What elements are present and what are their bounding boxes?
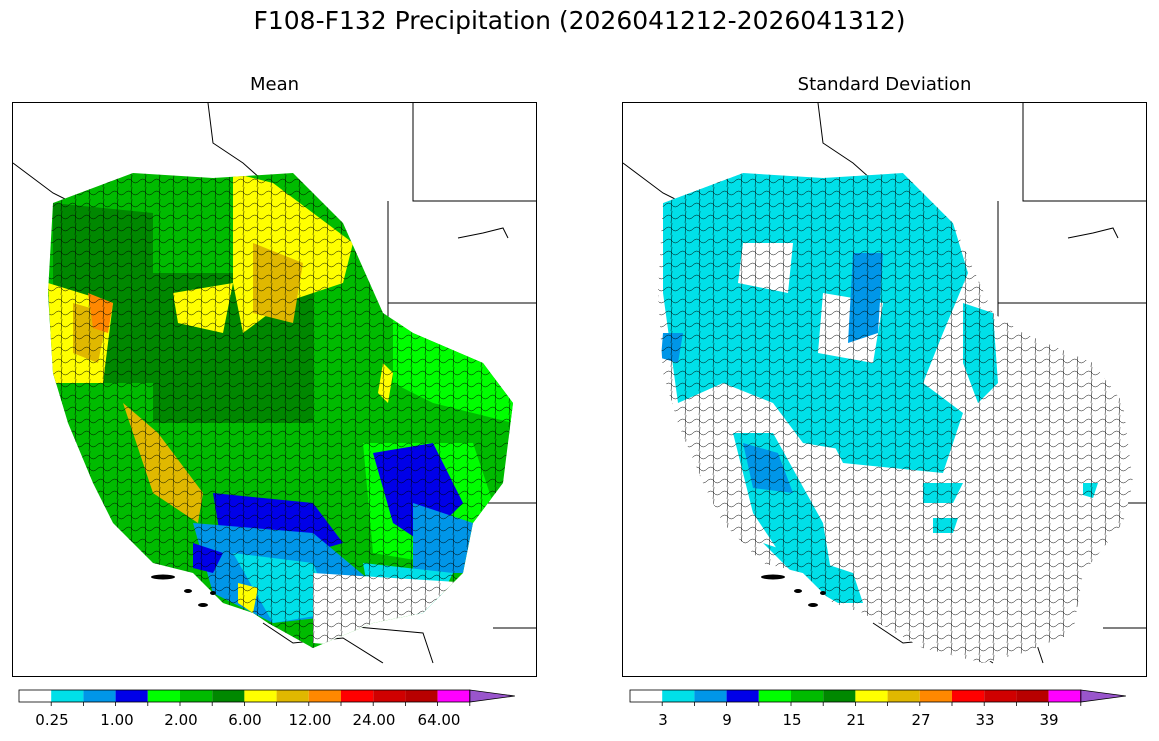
- mean-map: [12, 102, 537, 677]
- mean-colorbar-swatch: [115, 690, 148, 702]
- mean-tick-label: 64.00: [417, 711, 461, 729]
- stddev-colorbar-swatch: [630, 690, 663, 702]
- mean-colorbar-swatch: [147, 690, 180, 702]
- stddev-colorbar: [629, 689, 1140, 706]
- stddev-tick-label: 15: [782, 711, 802, 729]
- stddev-colorbar-swatch: [662, 690, 695, 702]
- mean-colorbar-extend-arrow: [469, 689, 515, 703]
- stddev-tick-label: 39: [1039, 711, 1059, 729]
- mean-tick-label: 0.25: [35, 711, 69, 729]
- stddev-colorbar-extend-arrow: [1080, 689, 1126, 703]
- stddev-colorbar-swatch: [952, 690, 985, 702]
- mean-tick-label: 1.00: [100, 711, 134, 729]
- figure-title: F108-F132 Precipitation (2026041212-2026…: [253, 6, 906, 35]
- mean-colorbar-swatch: [341, 690, 374, 702]
- mean-colorbar: [18, 689, 529, 706]
- mean-tick-label: 12.00: [288, 711, 332, 729]
- stddev-colorbar-swatch: [758, 690, 791, 702]
- mean-colorbar-swatch: [180, 690, 213, 702]
- stddev-tick-label: 27: [911, 711, 931, 729]
- stddev-colorbar-swatch: [1048, 690, 1081, 702]
- mean-colorbar-swatch: [437, 690, 470, 702]
- stddev-panel-title: Standard Deviation: [797, 74, 972, 95]
- mean-colorbar-swatch: [51, 690, 84, 702]
- stddev-colorbar-swatch: [791, 690, 824, 702]
- mean-colorbar-swatch: [308, 690, 341, 702]
- mean-panel-title: Mean: [249, 74, 300, 95]
- mean-colorbar-swatch: [373, 690, 406, 702]
- stddev-colorbar-swatch: [855, 690, 888, 702]
- mean-tick-label: 2.00: [164, 711, 198, 729]
- mean-colorbar-swatch: [244, 690, 277, 702]
- mean-tick-label: 24.00: [352, 711, 396, 729]
- stddev-colorbar-swatch: [984, 690, 1017, 702]
- stddev-tick-label: 33: [975, 711, 995, 729]
- stddev-colorbar-swatch: [1016, 690, 1049, 702]
- stddev-colorbar-swatch: [919, 690, 952, 702]
- mean-colorbar-swatch: [405, 690, 438, 702]
- stddev-map: [622, 102, 1147, 677]
- stddev-colorbar-swatch: [823, 690, 856, 702]
- stddev-tick-label: 3: [658, 711, 668, 729]
- stddev-colorbar-swatch: [694, 690, 727, 702]
- mean-colorbar-swatch: [212, 690, 245, 702]
- stddev-tick-label: 9: [722, 711, 732, 729]
- stddev-colorbar-swatch: [726, 690, 759, 702]
- mean-colorbar-swatch: [19, 690, 52, 702]
- mean-colorbar-swatch: [276, 690, 309, 702]
- stddev-tick-label: 21: [846, 711, 866, 729]
- mean-colorbar-swatch: [83, 690, 116, 702]
- stddev-colorbar-swatch: [887, 690, 920, 702]
- mean-tick-label: 6.00: [228, 711, 262, 729]
